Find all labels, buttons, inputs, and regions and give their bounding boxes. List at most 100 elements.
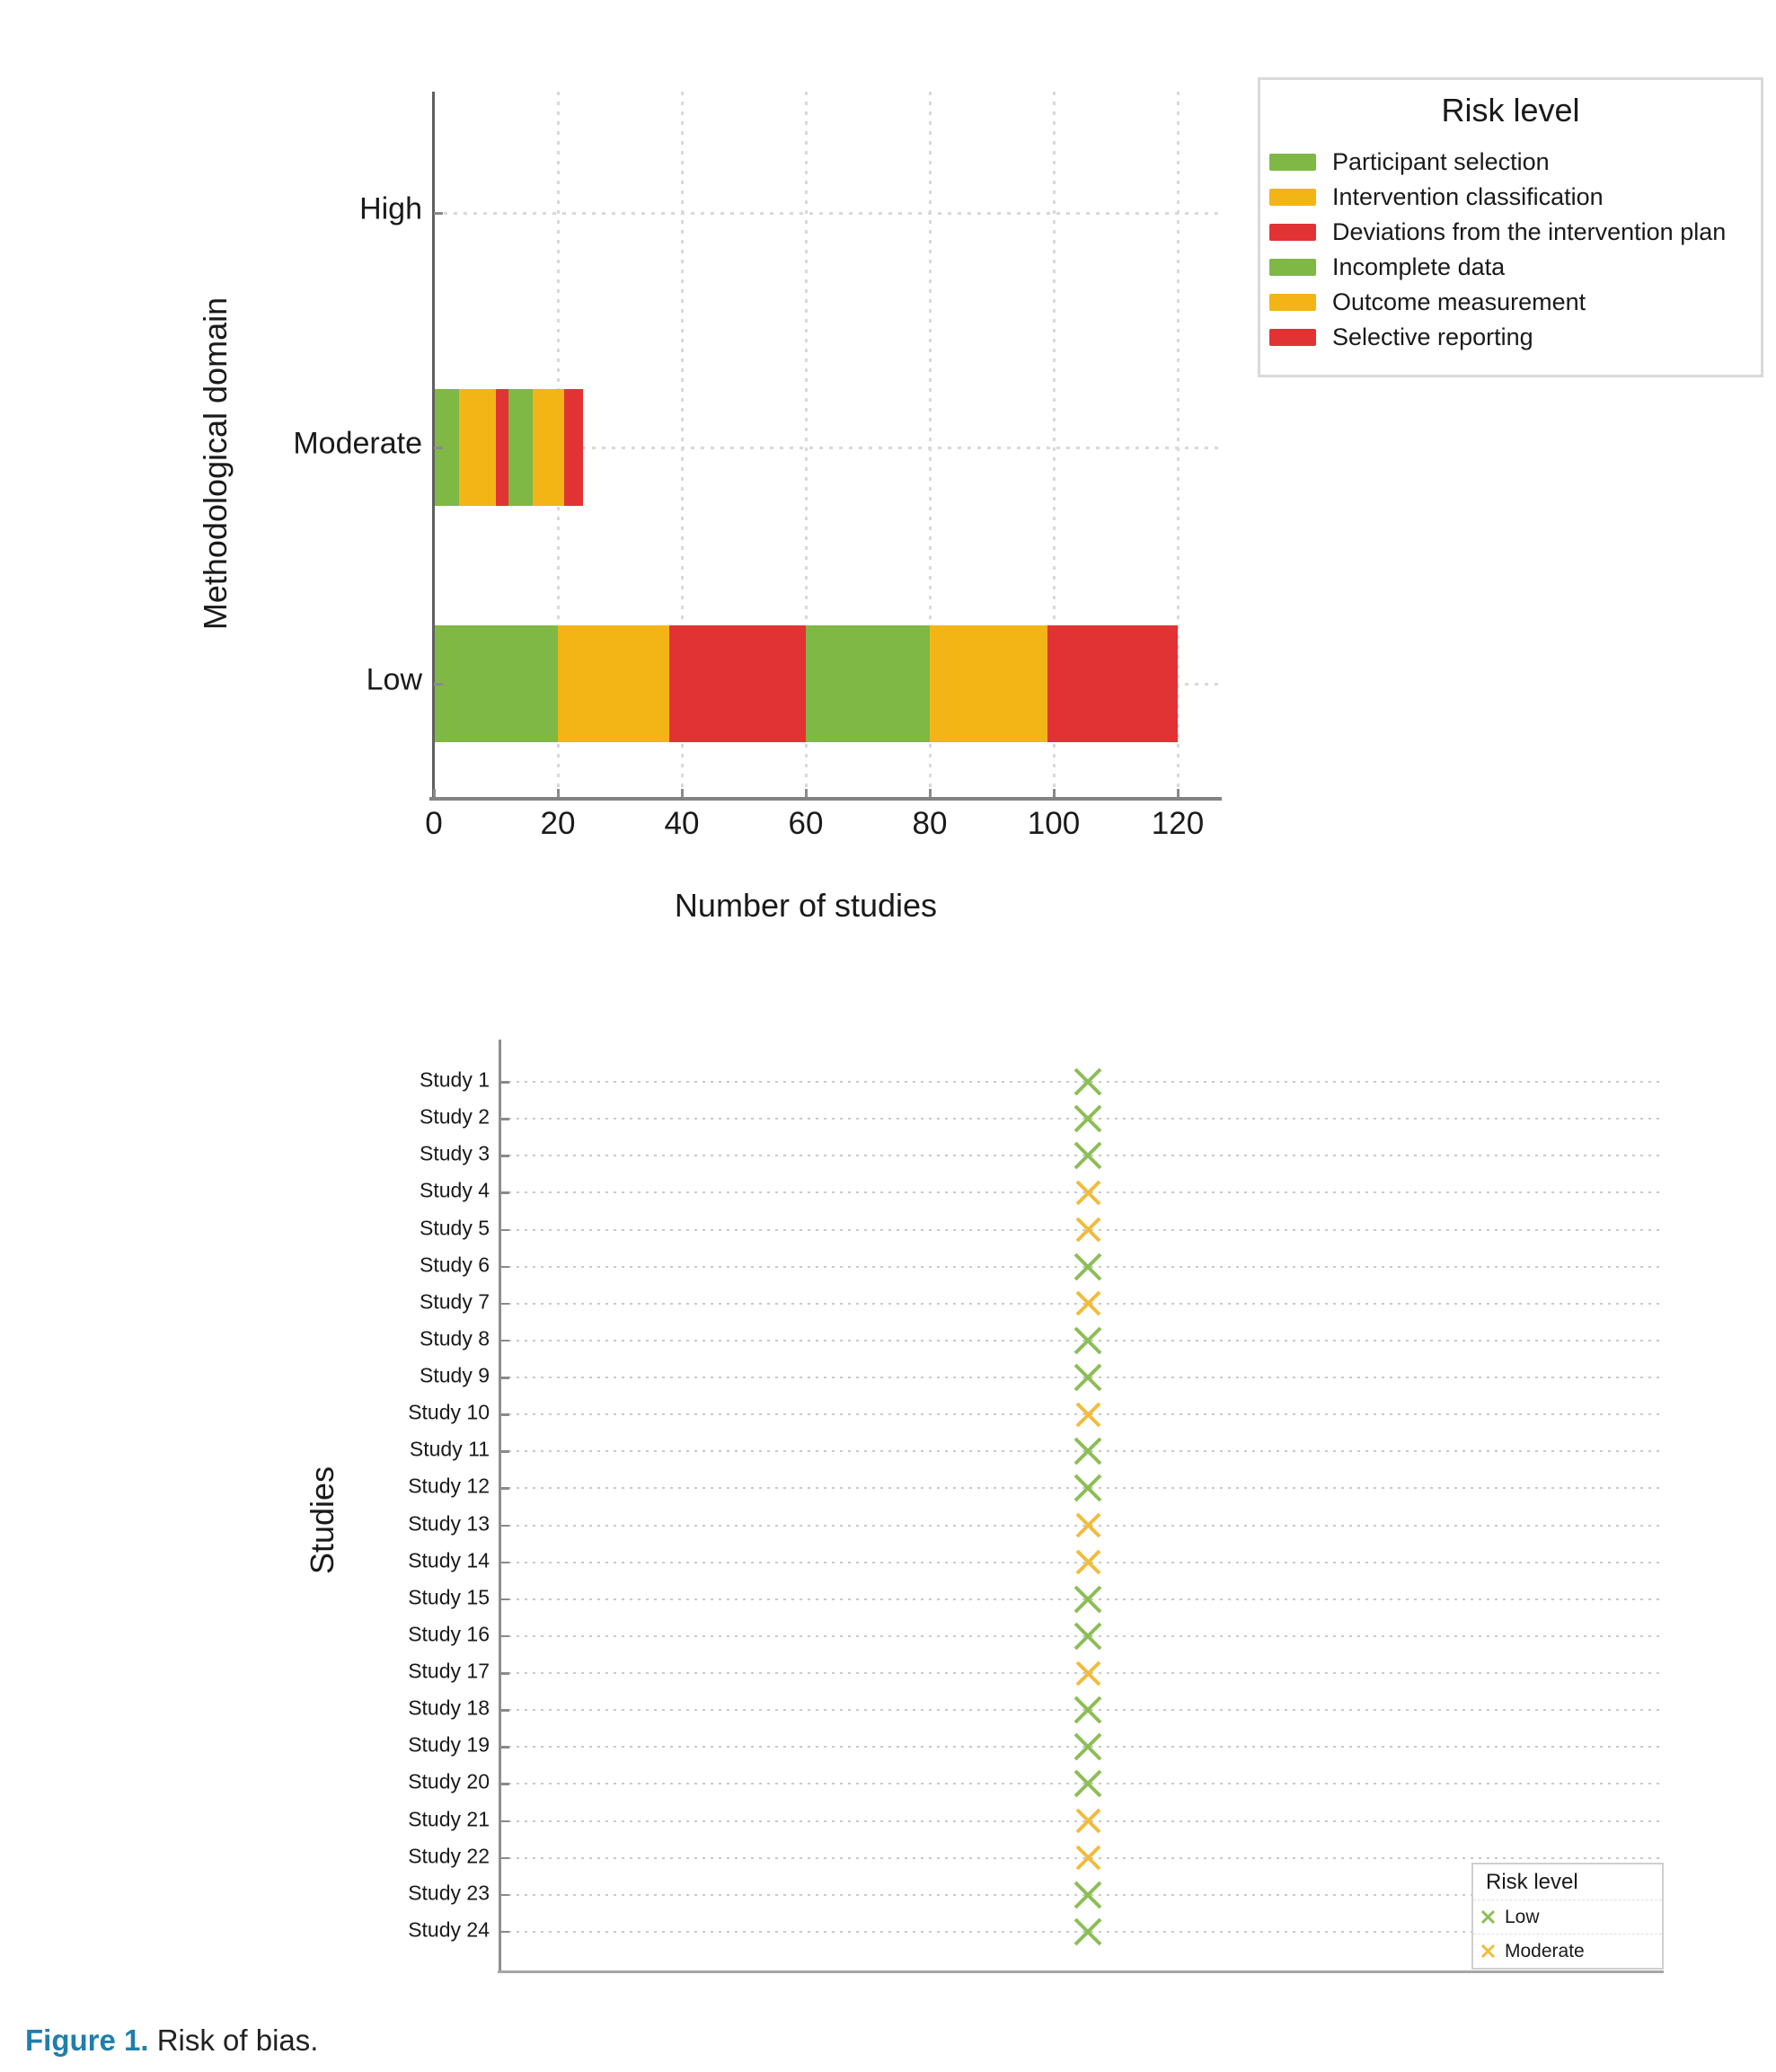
study-axis-tick (500, 1265, 509, 1269)
grid-line-dotted (500, 1118, 1664, 1120)
grid-line-dotted (500, 1709, 1664, 1712)
x-tick-label: 60 (788, 806, 824, 841)
study-axis-tick (500, 1783, 509, 1785)
legend-item: Intervention classification (1260, 180, 1761, 215)
grid-line-dotted (500, 1081, 1664, 1083)
study-risk-marker-low (1074, 1326, 1102, 1355)
study-axis-tick (500, 1339, 509, 1342)
study-axis-tick (500, 1377, 509, 1379)
grid-line-dotted (500, 1598, 1664, 1600)
study-axis-tick (500, 1746, 509, 1749)
grid-line-dotted (500, 1783, 1664, 1785)
bar-segment-selective-reporting (563, 389, 583, 506)
grid-line-vertical (681, 92, 684, 797)
study-axis-tick (500, 1709, 509, 1712)
study-axis-tick (500, 1893, 509, 1897)
grid-line-horizontal (434, 447, 1222, 449)
grid-line-dotted (500, 1377, 1664, 1379)
grid-line-dotted (500, 1634, 1664, 1637)
study-axis-tick (500, 1634, 509, 1638)
study-axis-tick (500, 1118, 509, 1120)
study-risk-marker-moderate (1075, 1808, 1100, 1834)
legend-item-label: Participant selection (1332, 148, 1550, 175)
x-axis-tick (805, 789, 808, 797)
study-risk-marker-low (1074, 1363, 1102, 1392)
study-row-label: Study 11 (409, 1437, 490, 1461)
x-tick-label: 100 (1027, 806, 1081, 841)
grid-line-vertical (805, 92, 808, 797)
bar-segment-intervention-classification (558, 625, 670, 742)
study-row-label: Study 18 (408, 1696, 490, 1720)
y-axis-tick (434, 683, 443, 686)
study-row-label: Study 8 (420, 1326, 490, 1350)
legend-item: Incomplete data (1260, 250, 1761, 285)
legend-item: Participant selection (1260, 145, 1761, 180)
legend-items: Participant selection Intervention classi… (1260, 145, 1761, 355)
x-axis-tick (681, 789, 684, 797)
grid-line-dotted (500, 1930, 1664, 1933)
study-risk-marker-low (1074, 1732, 1102, 1761)
study-row-label: Study 15 (408, 1585, 490, 1609)
study-row-label: Study 24 (408, 1917, 490, 1942)
legend-color-swatch (1269, 154, 1316, 171)
study-risk-marker-moderate (1075, 1180, 1100, 1206)
risk-level-legend-bottom: Risk level Low Moderate (1471, 1863, 1664, 1970)
study-row-label: Study 13 (408, 1511, 490, 1536)
bar-segment-deviations-from-the-intervention-plan (496, 389, 508, 506)
legend-item: Outcome measurement (1260, 285, 1761, 320)
y-category-label: Moderate (293, 426, 422, 461)
legend-item: Moderate (1473, 1934, 1662, 1968)
study-risk-marker-moderate (1075, 1845, 1100, 1871)
study-risk-marker-moderate (1075, 1512, 1100, 1538)
study-risk-marker-low (1074, 1104, 1102, 1133)
legend-item-label: Intervention classification (1332, 183, 1604, 210)
study-row-label: Study 17 (408, 1659, 490, 1683)
x-tick-label: 40 (664, 806, 700, 841)
study-row-label: Study 3 (420, 1141, 490, 1165)
grid-line-dotted (500, 1265, 1664, 1268)
study-axis-tick (500, 1524, 509, 1527)
y-axis-tick (434, 447, 443, 449)
study-row-label: Study 22 (408, 1844, 490, 1868)
x-axis-title-number-of-studies: Number of studies (674, 887, 938, 924)
grid-line-dotted (500, 1893, 1664, 1896)
bar-segment-participant-selection (434, 625, 558, 742)
legend-items: Low Moderate (1473, 1899, 1662, 1968)
study-risk-marker-moderate (1075, 1290, 1100, 1316)
legend-item-label: Incomplete data (1332, 253, 1506, 280)
study-row-label: Study 16 (408, 1622, 490, 1646)
study-row-label: Study 7 (420, 1289, 490, 1314)
study-axis-tick (500, 1561, 509, 1564)
legend-item: Low (1473, 1899, 1662, 1934)
study-risk-marker-low (1074, 1770, 1102, 1798)
study-risk-marker-low (1074, 1917, 1102, 1946)
legend-item: Deviations from the intervention plan (1260, 215, 1761, 250)
bar-segment-outcome-measurement (930, 625, 1048, 742)
study-row-label: Study 6 (420, 1253, 490, 1277)
bar-segment-outcome-measurement (533, 389, 564, 506)
grid-line-dotted (500, 1302, 1664, 1305)
study-risk-marker-low (1074, 1622, 1102, 1651)
figure-caption-label: Figure 1. (25, 2023, 149, 2057)
x-axis-tick (557, 789, 560, 797)
x-tick-label: 0 (425, 806, 443, 841)
legend-item-label: Selective reporting (1332, 323, 1533, 350)
legend-color-swatch (1269, 189, 1316, 206)
legend-item-label: Moderate (1505, 1940, 1585, 1961)
bar-segment-intervention-classification (458, 389, 496, 506)
study-row-label: Study 23 (408, 1881, 490, 1905)
study-axis-tick (500, 1081, 509, 1084)
bar-segment-incomplete-data (806, 625, 930, 742)
study-row-label: Study 14 (408, 1548, 490, 1572)
bar-segment-selective-reporting (1047, 625, 1178, 742)
study-risk-marker-low (1074, 1585, 1102, 1614)
x-axis-line (429, 797, 1222, 801)
legend-title: Risk level (1441, 92, 1580, 128)
grid-line-dotted (500, 1672, 1664, 1675)
grid-line-vertical (929, 92, 932, 797)
study-row-label: Study 5 (420, 1216, 490, 1240)
legend-x-marker-moderate (1480, 1944, 1496, 1959)
y-category-label: Low (366, 662, 422, 697)
study-axis-tick (500, 1672, 509, 1675)
study-row-label: Study 21 (408, 1807, 490, 1831)
